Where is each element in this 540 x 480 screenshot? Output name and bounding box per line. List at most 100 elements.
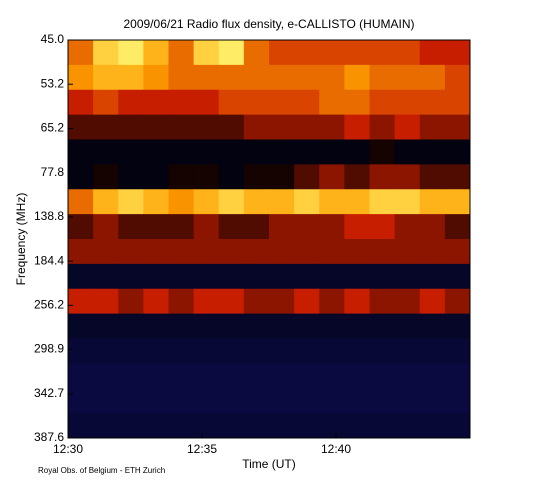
heatmap-cell (218, 89, 245, 116)
heatmap-cell (294, 363, 320, 389)
heatmap-cell (294, 40, 320, 66)
heatmap-cell (243, 114, 270, 140)
heatmap-cell (369, 40, 396, 66)
heatmap-cell (118, 189, 144, 215)
heatmap-cell (344, 413, 370, 439)
heatmap-cell (218, 214, 245, 240)
heatmap-cell (143, 288, 169, 315)
heatmap-cell (269, 388, 295, 414)
heatmap-cell (218, 164, 245, 190)
heatmap-cell (344, 363, 370, 389)
heatmap-cell (369, 239, 396, 265)
heatmap-cell (419, 64, 446, 91)
heatmap-cell (243, 313, 270, 339)
heatmap-cell (193, 263, 220, 290)
heatmap-cell (319, 214, 345, 240)
heatmap-cell (218, 40, 245, 66)
heatmap-cell (218, 363, 245, 389)
heatmap-cell (319, 239, 345, 265)
y-tick-label: 184.4 (34, 253, 64, 267)
heatmap-cell (319, 64, 345, 91)
heatmap-cell (294, 413, 320, 439)
heatmap-cell (369, 164, 396, 190)
heatmap-cell (394, 139, 421, 165)
heatmap-cell (419, 338, 446, 364)
heatmap-cell (319, 363, 345, 389)
heatmap-cell (369, 313, 396, 339)
heatmap-cell (394, 114, 421, 140)
heatmap-cell (319, 139, 345, 165)
heatmap-cell (68, 313, 94, 339)
heatmap-cell (269, 64, 295, 91)
heatmap-cell (243, 288, 270, 315)
heatmap-cell (394, 388, 421, 414)
heatmap-cell (419, 313, 446, 339)
heatmap-cell (93, 214, 119, 240)
heatmap-cell (444, 164, 471, 190)
heatmap-cell (218, 413, 245, 439)
heatmap-cell (344, 189, 370, 215)
heatmap-cell (294, 189, 320, 215)
heatmap-cell (269, 239, 295, 265)
heatmap-cell (168, 214, 195, 240)
heatmap-cell (444, 338, 471, 364)
heatmap-cell (93, 40, 119, 66)
heatmap-cell (394, 89, 421, 116)
heatmap-cell (168, 164, 195, 190)
heatmap-cell (369, 388, 396, 414)
heatmap-cell (193, 413, 220, 439)
heatmap-cell (444, 139, 471, 165)
heatmap-cell (143, 40, 169, 66)
heatmap-cell (93, 413, 119, 439)
heatmap-cell (193, 40, 220, 66)
heatmap-cell (344, 338, 370, 364)
heatmap-cell (168, 388, 195, 414)
heatmap-cell (319, 164, 345, 190)
heatmap-cell (218, 114, 245, 140)
heatmap-cell (118, 239, 144, 265)
heatmap-cell (269, 363, 295, 389)
heatmap-cell (143, 64, 169, 91)
heatmap-cell (243, 214, 270, 240)
heatmap-cell (294, 388, 320, 414)
heatmap-cell (243, 263, 270, 290)
heatmap-cell (394, 164, 421, 190)
heatmap-cell (168, 313, 195, 339)
heatmap-cell (319, 40, 345, 66)
heatmap-cell (68, 114, 94, 140)
x-tick-label: 12:30 (53, 442, 83, 456)
heatmap-cell (444, 40, 471, 66)
heatmap-cell (218, 338, 245, 364)
heatmap-cell (243, 338, 270, 364)
heatmap-cell (93, 263, 119, 290)
heatmap-cell (168, 64, 195, 91)
heatmap-cell (369, 189, 396, 215)
heatmap-cell (344, 64, 370, 91)
heatmap-cell (319, 263, 345, 290)
heatmap-cell (294, 89, 320, 116)
heatmap-cell (68, 189, 94, 215)
heatmap-cell (68, 338, 94, 364)
heatmap-cell (269, 413, 295, 439)
heatmap-cell (444, 413, 471, 439)
heatmap-cell (168, 263, 195, 290)
heatmap-cell (294, 139, 320, 165)
heatmap-cell (394, 239, 421, 265)
heatmap-cell (68, 139, 94, 165)
heatmap (68, 40, 471, 439)
heatmap-cell (369, 139, 396, 165)
heatmap-cell (93, 338, 119, 364)
heatmap-cell (118, 413, 144, 439)
plot-frame (67, 39, 471, 439)
heatmap-cell (319, 189, 345, 215)
heatmap-cell (369, 263, 396, 290)
heatmap-cell (344, 263, 370, 290)
heatmap-cell (294, 338, 320, 364)
heatmap-cell (319, 413, 345, 439)
heatmap-cell (68, 388, 94, 414)
heatmap-cell (143, 189, 169, 215)
y-tick-label: 387.6 (34, 430, 64, 444)
heatmap-cell (143, 313, 169, 339)
heatmap-cell (444, 313, 471, 339)
heatmap-cell (168, 288, 195, 315)
